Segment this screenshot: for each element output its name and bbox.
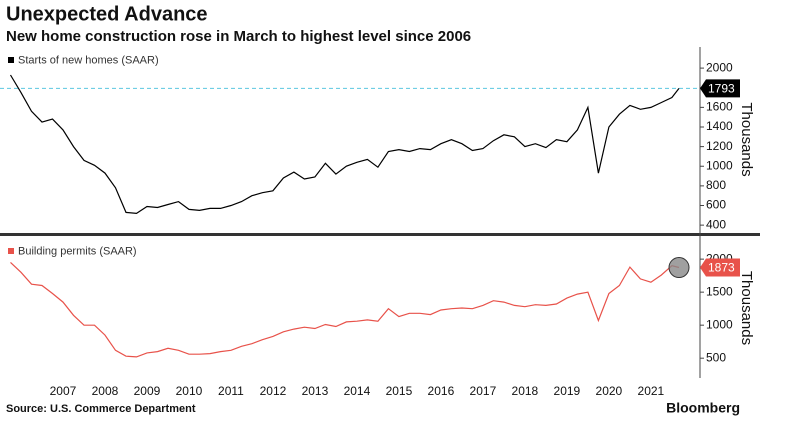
y-axis-label: Thousands <box>738 271 755 345</box>
y-tick-label: 600 <box>706 198 726 212</box>
value-label: 1873 <box>708 261 735 275</box>
y-tick-label: 800 <box>706 178 726 192</box>
x-tick-label: 2014 <box>344 384 371 398</box>
y-tick-label: 1000 <box>706 317 733 331</box>
x-tick-label: 2011 <box>218 384 244 398</box>
x-tick-label: 2007 <box>50 384 77 398</box>
x-tick-label: 2010 <box>176 384 203 398</box>
value-label: 1793 <box>708 82 735 96</box>
y-tick-label: 1200 <box>706 139 733 153</box>
y-tick-label: 400 <box>706 217 726 231</box>
x-tick-label: 2012 <box>260 384 287 398</box>
x-tick-label: 2009 <box>134 384 161 398</box>
x-tick-label: 2013 <box>302 384 329 398</box>
y-tick-label: 500 <box>706 350 726 364</box>
x-tick-label: 2008 <box>92 384 119 398</box>
legend-label: Building permits (SAAR) <box>18 245 137 257</box>
x-tick-label: 2016 <box>428 384 455 398</box>
y-tick-label: 1400 <box>706 119 733 133</box>
y-tick-label: 1600 <box>706 100 733 114</box>
x-tick-label: 2019 <box>554 384 581 398</box>
x-tick-label: 2017 <box>470 384 497 398</box>
y-axis-label: Thousands <box>738 102 755 176</box>
x-tick-label: 2020 <box>596 384 623 398</box>
line <box>9 74 680 215</box>
chart-subtitle: New home construction rose in March to h… <box>6 28 471 45</box>
legend-label: Starts of new homes (SAAR) <box>18 54 159 66</box>
x-tick-label: 2015 <box>386 384 413 398</box>
x-tick-label: 2021 <box>638 384 665 398</box>
chart-title: Unexpected Advance <box>6 3 208 25</box>
source: Source: U.S. Commerce Department <box>6 403 196 415</box>
value-label-box <box>700 258 740 277</box>
legend-swatch <box>8 248 14 254</box>
value-label-box <box>700 79 740 98</box>
y-tick-label: 1500 <box>706 284 733 298</box>
legend-swatch <box>8 57 14 63</box>
brand: Bloomberg <box>666 400 740 416</box>
line <box>10 261 680 358</box>
x-tick-label: 2018 <box>512 384 539 398</box>
highlight <box>668 257 690 279</box>
y-tick-label: 2000 <box>706 60 733 74</box>
y-tick-label: 1000 <box>706 158 733 172</box>
